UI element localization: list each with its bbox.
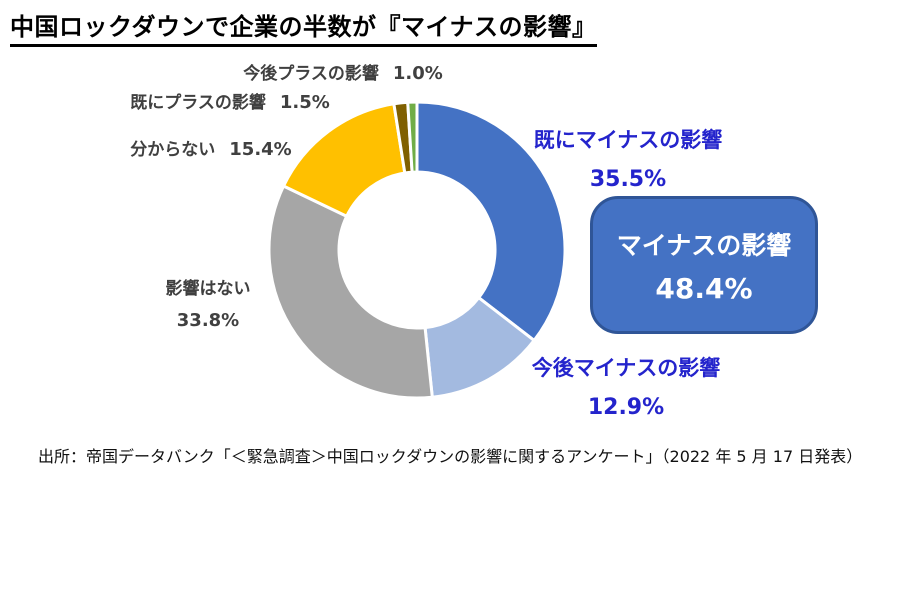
donut-chart xyxy=(267,100,567,400)
slice-already-minus xyxy=(415,100,567,342)
label-no-impact-text: 影響はない xyxy=(165,279,251,299)
label-unknown-text: 分からない xyxy=(130,140,216,160)
label-future-plus-text: 今後プラスの影響 xyxy=(243,64,379,84)
label-future-plus-value: 1.0% xyxy=(392,63,443,84)
label-future-minus: 今後マイナスの影響 12.9% xyxy=(532,352,721,420)
label-unknown: 分からない 15.4% xyxy=(130,135,291,160)
slice-future-plus xyxy=(406,100,419,174)
label-already-minus: 既にマイナスの影響 35.5% xyxy=(534,124,723,192)
label-already-plus-text: 既にプラスの影響 xyxy=(130,93,266,113)
label-unknown-value: 15.4% xyxy=(229,139,292,160)
label-already-plus-value: 1.5% xyxy=(279,92,330,113)
label-future-plus: 今後プラスの影響 1.0% xyxy=(243,59,443,84)
summary-callout: マイナスの影響 48.4% xyxy=(590,196,818,334)
slice-no-impact xyxy=(267,184,434,400)
label-no-impact: 影響はない 33.8% xyxy=(166,274,251,331)
label-no-impact-value: 33.8% xyxy=(176,310,240,331)
label-already-minus-value: 35.5% xyxy=(589,167,667,192)
label-future-minus-value: 12.9% xyxy=(587,395,665,420)
label-already-plus: 既にプラスの影響 1.5% xyxy=(130,88,330,113)
summary-callout-value: 48.4% xyxy=(655,271,753,305)
label-future-minus-text: 今後マイナスの影響 xyxy=(531,356,721,380)
source-note: 出所：帝国データバンク「＜緊急調査＞中国ロックダウンの影響に関するアンケート」（… xyxy=(38,447,863,466)
chart-title: 中国ロックダウンで企業の半数が『マイナスの影響』 xyxy=(10,7,597,47)
label-already-minus-text: 既にマイナスの影響 xyxy=(533,128,723,152)
summary-callout-label: マイナスの影響 xyxy=(616,230,792,260)
